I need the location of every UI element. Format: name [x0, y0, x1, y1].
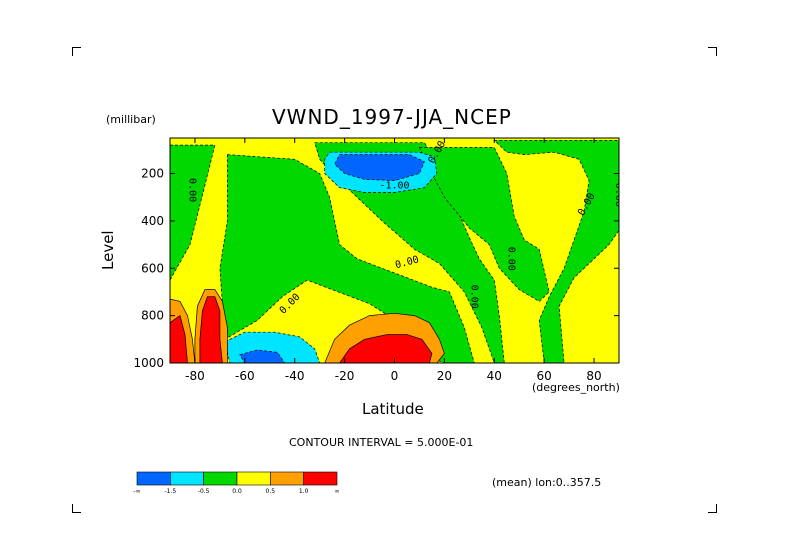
- colorbar-label-1: -1.5: [164, 488, 176, 495]
- crop-mark-top-right: [708, 47, 717, 56]
- y-axis-unit: (millibar): [106, 113, 156, 126]
- contour-region-2: [314, 142, 505, 363]
- contour-label-0: 0.00: [186, 178, 197, 202]
- x-tick-label: -80: [185, 369, 205, 383]
- colorbar-swatch-4: [270, 471, 304, 486]
- colorbar-swatch-0: [136, 471, 171, 486]
- x-tick-label: -60: [235, 369, 255, 383]
- y-tick-label: 1000: [133, 356, 164, 370]
- x-tick-label: 0: [391, 369, 399, 383]
- contour-label-5: 0.00: [468, 285, 479, 309]
- colorbar-label-0: -∞: [133, 488, 140, 495]
- x-axis-ticks: -80 -60 -40 -20 0 20 40 60 80: [185, 138, 602, 383]
- x-tick-label: -20: [335, 369, 355, 383]
- x-axis-unit: (degrees_north): [532, 381, 620, 394]
- colorbar-swatch-3: [236, 471, 271, 486]
- crop-mark-top-left: [72, 47, 81, 56]
- colorbar-label-5: 1.0: [299, 488, 309, 495]
- contour-region-8: [239, 349, 286, 363]
- contour-region-1: [219, 154, 475, 363]
- contour-region-3: [418, 147, 550, 302]
- contour-label-4: -1.00: [379, 180, 409, 191]
- contour-region-6: [334, 154, 425, 181]
- y-tick-label: 800: [141, 309, 164, 323]
- x-tick-label: -40: [285, 369, 305, 383]
- contour-label-8: 0.00: [613, 183, 624, 207]
- y-tick-label: 400: [141, 214, 164, 228]
- contour-region-10: [170, 315, 188, 363]
- contour-interval-note: CONTOUR INTERVAL = 5.000E-01: [289, 436, 474, 449]
- contour-region-0: [170, 144, 216, 281]
- colorbar-swatch-1: [170, 471, 204, 486]
- x-axis-label: Latitude: [362, 400, 424, 418]
- y-tick-label: 200: [141, 167, 164, 181]
- colorbar-legend: -∞ -1.5 -0.5 0.0 0.5 1.0 ∞: [133, 471, 340, 495]
- x-tick-label: 20: [437, 369, 452, 383]
- contour-region-4: [493, 140, 619, 363]
- colorbar-label-2: -0.5: [198, 488, 210, 495]
- contour-label-6: 0.00: [506, 247, 517, 271]
- contour-regions: [170, 140, 619, 363]
- crop-mark-bottom-right: [708, 504, 717, 513]
- colorbar-swatch-5: [303, 471, 338, 486]
- y-axis-ticks: 200 400 600 800 1000: [133, 167, 619, 370]
- colorbar-label-6: ∞: [335, 488, 340, 495]
- mean-lon-note: (mean) lon:0..357.5: [492, 476, 602, 489]
- colorbar-swatch-2: [203, 471, 238, 486]
- colorbar-label-4: 0.5: [266, 488, 276, 495]
- x-tick-label: 60: [537, 369, 552, 383]
- contour-region-14: [339, 334, 433, 363]
- x-tick-label: 80: [586, 369, 601, 383]
- colorbar-label-3: 0.0: [232, 488, 242, 495]
- x-tick-label: 40: [487, 369, 502, 383]
- crop-mark-bottom-left: [72, 504, 81, 513]
- chart-title: VWND_1997-JJA_NCEP: [272, 105, 512, 129]
- y-tick-label: 600: [141, 261, 164, 275]
- contour-region-12: [199, 296, 223, 363]
